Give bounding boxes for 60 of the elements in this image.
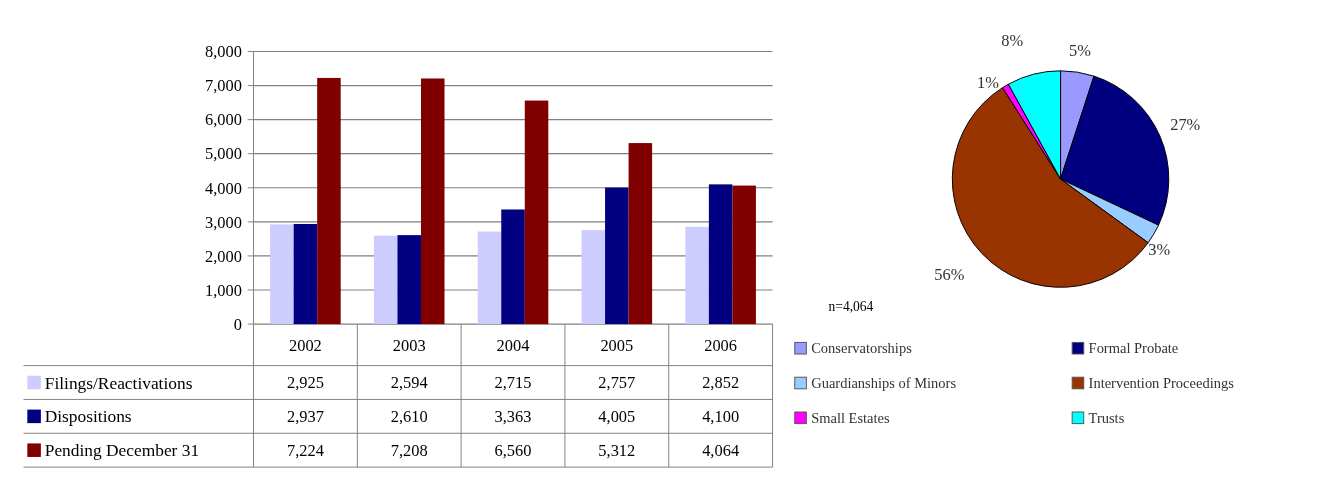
data-label: 7,208 [390, 440, 428, 460]
legend-label: Guardianships of Minors [811, 375, 957, 392]
bar [605, 187, 629, 325]
x-tick-label: 2003 [392, 335, 426, 355]
bar [708, 184, 733, 325]
x-tick-label: 2002 [288, 335, 322, 355]
legend-label: Small Estates [811, 409, 891, 426]
legend-label: Pending December 31 [44, 441, 200, 461]
data-label: 7,224 [286, 440, 324, 460]
data-label: 3,363 [494, 407, 532, 427]
y-tick-label: 5,000 [204, 144, 242, 164]
y-tick-label: 1,000 [204, 280, 242, 300]
data-label: 2,610 [390, 407, 428, 427]
legend-label: Trusts [1088, 409, 1125, 426]
bar [524, 100, 549, 325]
legend-label: Filings/Reactivations [44, 373, 193, 393]
bar [477, 231, 502, 325]
y-tick-label: 7,000 [204, 76, 242, 96]
data-label: 8% [1001, 30, 1024, 50]
y-tick-label: 6,000 [204, 110, 242, 130]
data-label: 2,715 [494, 373, 532, 393]
data-label: 1% [977, 73, 1000, 93]
x-tick-label: 2006 [704, 335, 738, 355]
bar [420, 78, 445, 325]
data-label: 2,594 [390, 373, 428, 393]
data-label: 56% [934, 264, 965, 284]
data-label: 6,560 [494, 440, 532, 460]
bar [581, 230, 606, 325]
bar [317, 77, 341, 325]
data-label: 2,925 [286, 373, 324, 393]
bar [373, 235, 398, 325]
data-label: 2,757 [598, 373, 636, 393]
legend-label: Intervention Proceedings [1088, 375, 1235, 392]
legend-label: Formal Probate [1088, 340, 1179, 357]
data-label: 4,005 [598, 407, 636, 427]
data-label: 4,100 [702, 407, 740, 427]
y-tick-label: 4,000 [204, 178, 242, 198]
data-label: 2,937 [286, 407, 324, 427]
bar [270, 224, 294, 325]
x-tick-label: 2005 [600, 335, 634, 355]
data-label: 5% [1068, 41, 1092, 61]
y-tick-label: 8,000 [204, 42, 242, 62]
data-label: 2,852 [702, 373, 740, 393]
legend-label: Dispositions [44, 407, 132, 427]
bar [628, 143, 653, 325]
y-tick-label: 3,000 [204, 212, 242, 232]
bar [293, 223, 318, 325]
data-label: 27% [1170, 114, 1201, 134]
data-label: 4,064 [702, 440, 740, 460]
x-tick-label: 2004 [496, 335, 530, 355]
data-label: 3% [1148, 240, 1171, 260]
bar [501, 209, 525, 325]
legend-label: Conservatorships [811, 340, 913, 357]
text: n=4,064 [828, 299, 874, 315]
bar [397, 235, 421, 325]
bar [685, 226, 709, 325]
y-tick-label: 2,000 [204, 246, 242, 266]
bar [732, 185, 756, 325]
y-tick-label: 0 [233, 314, 242, 334]
data-label: 5,312 [598, 440, 636, 460]
